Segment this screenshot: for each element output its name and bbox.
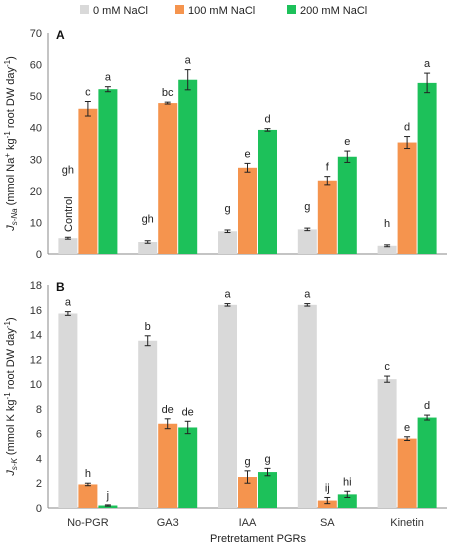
y-tick-label: 60 bbox=[30, 60, 42, 72]
legend-swatch bbox=[287, 5, 296, 14]
legend-label: 200 mM NaCl bbox=[300, 5, 367, 17]
significance-letter: g bbox=[244, 456, 250, 468]
significance-letter: g bbox=[224, 203, 230, 215]
significance-letter: a bbox=[185, 55, 192, 67]
y-tick-label: 6 bbox=[36, 429, 42, 441]
y-tick-label: 50 bbox=[30, 91, 42, 103]
control-annotation: Control bbox=[63, 196, 75, 231]
significance-letter: bc bbox=[162, 87, 174, 99]
significance-letter: j bbox=[106, 490, 109, 502]
significance-letter: de bbox=[182, 406, 194, 418]
x-tick-label: Kinetin bbox=[390, 517, 424, 529]
panel-b: B 0 2 4 6 8 10 12 14 16 18 Js-K (mmol K kg-1 root D… bbox=[3, 280, 447, 529]
significance-letter: de bbox=[162, 404, 174, 416]
significance-letter: g bbox=[264, 453, 270, 465]
bar bbox=[258, 129, 277, 254]
bar bbox=[138, 242, 158, 254]
y-tick-label: 30 bbox=[30, 154, 42, 166]
bar bbox=[397, 438, 417, 508]
legend: 0 mM NaCl 100 mM NaCl 200 mM NaCl bbox=[80, 5, 367, 17]
significance-letter: h bbox=[85, 468, 91, 480]
bar bbox=[178, 427, 198, 508]
bar bbox=[78, 484, 98, 508]
significance-letter: e bbox=[344, 136, 350, 148]
bar bbox=[397, 142, 417, 254]
bar bbox=[417, 82, 437, 254]
y-tick-label: 40 bbox=[30, 123, 42, 135]
x-axis-title: Pretretament PGRs bbox=[210, 533, 306, 545]
y-tick-label: 10 bbox=[30, 217, 42, 229]
significance-letter: a bbox=[105, 72, 112, 84]
bar bbox=[218, 304, 237, 508]
bar bbox=[178, 79, 198, 255]
x-tick-label: GA3 bbox=[157, 517, 179, 529]
bar bbox=[297, 304, 317, 508]
legend-label: 100 mM NaCl bbox=[188, 5, 255, 17]
panel-a: A 0 10 20 30 40 50 60 70 Js-Na (mmol Na+ kg-1 roo… bbox=[3, 28, 447, 261]
bar bbox=[317, 500, 337, 508]
bar bbox=[78, 108, 98, 255]
y-tick-label: 4 bbox=[36, 453, 42, 465]
bar bbox=[138, 340, 158, 508]
significance-letter: f bbox=[326, 162, 330, 174]
bar bbox=[317, 180, 337, 254]
x-tick-label: SA bbox=[320, 517, 335, 529]
bar bbox=[98, 89, 118, 254]
bar bbox=[158, 103, 178, 255]
legend-swatch bbox=[175, 5, 184, 14]
significance-letter: a bbox=[424, 58, 431, 70]
significance-letter: a bbox=[304, 289, 311, 301]
bar bbox=[337, 494, 357, 508]
significance-letter: d bbox=[404, 122, 410, 134]
significance-letter: g bbox=[304, 201, 310, 213]
significance-letter: d bbox=[424, 400, 430, 412]
panel-label: B bbox=[56, 280, 65, 294]
y-tick-label: 20 bbox=[30, 186, 42, 198]
significance-letter: c bbox=[85, 87, 91, 99]
significance-letter: a bbox=[65, 297, 72, 309]
significance-letter: d bbox=[264, 114, 270, 126]
significance-letter: a bbox=[224, 289, 231, 301]
bar bbox=[377, 245, 397, 254]
significance-letter: gh bbox=[142, 214, 154, 226]
bar bbox=[417, 417, 437, 508]
significance-letter: ij bbox=[325, 482, 330, 494]
bar bbox=[218, 231, 237, 254]
bar bbox=[297, 229, 317, 254]
significance-letter: e bbox=[244, 148, 250, 160]
y-tick-label: 0 bbox=[36, 503, 42, 515]
bar bbox=[337, 156, 357, 254]
bar bbox=[238, 167, 257, 254]
significance-letter: hi bbox=[343, 476, 352, 488]
y-tick-label: 8 bbox=[36, 404, 42, 416]
legend-swatch bbox=[80, 5, 89, 14]
y-axis-title: Js-K (mmol K kg-1 root DW day-1) bbox=[3, 317, 19, 476]
y-tick-label: 14 bbox=[30, 330, 42, 342]
bar bbox=[258, 472, 277, 508]
y-tick-label: 70 bbox=[30, 28, 42, 40]
bar bbox=[98, 505, 118, 508]
bar bbox=[158, 423, 178, 508]
significance-letter: h bbox=[384, 218, 390, 230]
panel-label: A bbox=[56, 28, 65, 42]
y-tick-label: 0 bbox=[36, 249, 42, 261]
legend-label: 0 mM NaCl bbox=[93, 5, 148, 17]
bar bbox=[377, 379, 397, 508]
y-axis-title: Js-Na (mmol Na+ kg-1 root DW day-1) bbox=[3, 56, 19, 232]
y-tick-label: 18 bbox=[30, 280, 42, 292]
y-tick-label: 16 bbox=[30, 305, 42, 317]
y-tick-label: 10 bbox=[30, 379, 42, 391]
significance-letter: gh bbox=[62, 164, 74, 176]
significance-letter: b bbox=[145, 321, 151, 333]
bar bbox=[238, 477, 257, 508]
significance-letter: e bbox=[404, 422, 410, 434]
bar bbox=[58, 313, 78, 508]
significance-letter: c bbox=[384, 361, 390, 373]
x-tick-label: No-PGR bbox=[67, 517, 109, 529]
y-tick-label: 12 bbox=[30, 354, 42, 366]
y-tick-label: 2 bbox=[36, 478, 42, 490]
bar bbox=[58, 238, 78, 254]
x-tick-label: IAA bbox=[239, 517, 257, 529]
